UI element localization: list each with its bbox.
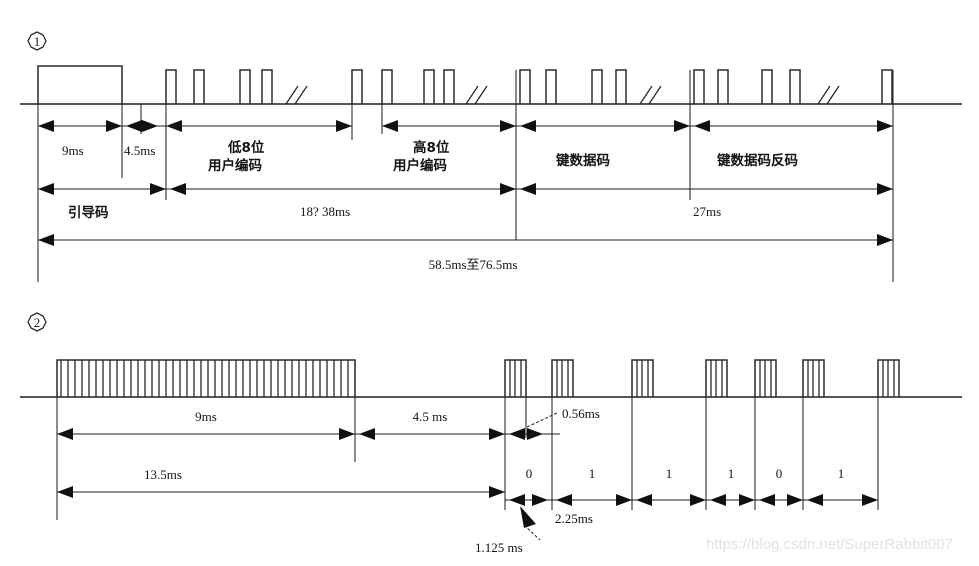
bit-burst-6 — [877, 359, 900, 397]
bit-label-4: 0 — [776, 466, 783, 481]
panel-1-dim-tier2: 引导码 18? 38ms 27ms — [38, 183, 893, 221]
field-label-addr-high-line1: 高8位 — [413, 139, 450, 156]
bit-label-3: 1 — [728, 466, 735, 481]
callout-logic0-width: 1.125 ms — [475, 506, 541, 555]
span-label-total-frame: 58.5ms至76.5ms — [429, 257, 518, 272]
bit-label-0: 0 — [526, 466, 533, 481]
field-label-data-inv: 键数据码反码 — [716, 152, 798, 169]
bit-burst-2 — [631, 359, 654, 397]
panel-2-bit-labels: 0 1 1 1 0 1 — [526, 466, 845, 481]
panel-2-dim-bits — [505, 494, 878, 506]
bit-label-5: 1 — [838, 466, 845, 481]
panel-2-dim-tier1: 9ms 4.5 ms — [57, 409, 505, 440]
field-label-addr-low-line1: 低8位 — [227, 139, 265, 156]
span-label-addr-span: 18? 38ms — [300, 204, 350, 219]
field-label-addr-high-line2: 用户编码 — [393, 157, 447, 174]
panel-2-marker-label: 2 — [34, 315, 41, 330]
panel-2-leader-burst — [56, 359, 356, 397]
bit-label-1: 1 — [589, 466, 596, 481]
panel-2: 2 — [20, 312, 962, 555]
panel-1-marker: 1 — [27, 31, 47, 51]
bit-label-2: 1 — [666, 466, 673, 481]
panel-1-dim-tier3: 58.5ms至76.5ms — [38, 234, 893, 272]
bit-burst-4 — [754, 359, 777, 397]
panel-2-witness-lines — [56, 360, 879, 520]
bit-burst-1 — [551, 359, 574, 397]
watermark-label: https://blog.csdn.net/SuperRabbit007 — [706, 536, 953, 553]
bit-burst-0 — [504, 359, 527, 397]
callout-logic1-width: 2.25ms — [555, 511, 593, 526]
panel-1: 1 — [20, 31, 962, 282]
field-label-addr-low-line2: 用户编码 — [208, 157, 262, 174]
panel-1-marker-label: 1 — [34, 34, 41, 49]
panel-2-bit-bursts — [504, 359, 900, 397]
span-label-data-span: 27ms — [693, 204, 721, 219]
bit-burst-5 — [802, 359, 825, 397]
panel-2-marker: 2 — [27, 312, 47, 332]
callout-label-1p125ms: 1.125 ms — [475, 540, 523, 555]
dim-label-space-4p5ms: 4.5 ms — [413, 409, 448, 424]
panel-2-dim-tier2: 13.5ms — [57, 467, 505, 498]
dim-label-lead-9ms: 9ms — [62, 143, 84, 158]
callout-label-2p25ms: 2.25ms — [555, 511, 593, 526]
field-label-data: 键数据码 — [555, 152, 610, 169]
callout-label-0p56ms: 0.56ms — [562, 406, 600, 421]
dim-label-lead-4p5ms: 4.5ms — [124, 143, 155, 158]
dim-label-burst-9ms: 9ms — [195, 409, 217, 424]
callout-pulse-width: 0.56ms — [505, 406, 600, 440]
panel-1-witness-lines — [37, 66, 894, 282]
panel-1-dim-tier1: 9ms 4.5ms 低8位 用户编码 高8位 用户编码 键数据码 键数据码反码 — [38, 120, 893, 174]
span-label-leader-code: 引导码 — [68, 205, 109, 221]
bit-burst-3 — [705, 359, 728, 397]
span-label-leader-13p5ms: 13.5ms — [144, 467, 182, 482]
